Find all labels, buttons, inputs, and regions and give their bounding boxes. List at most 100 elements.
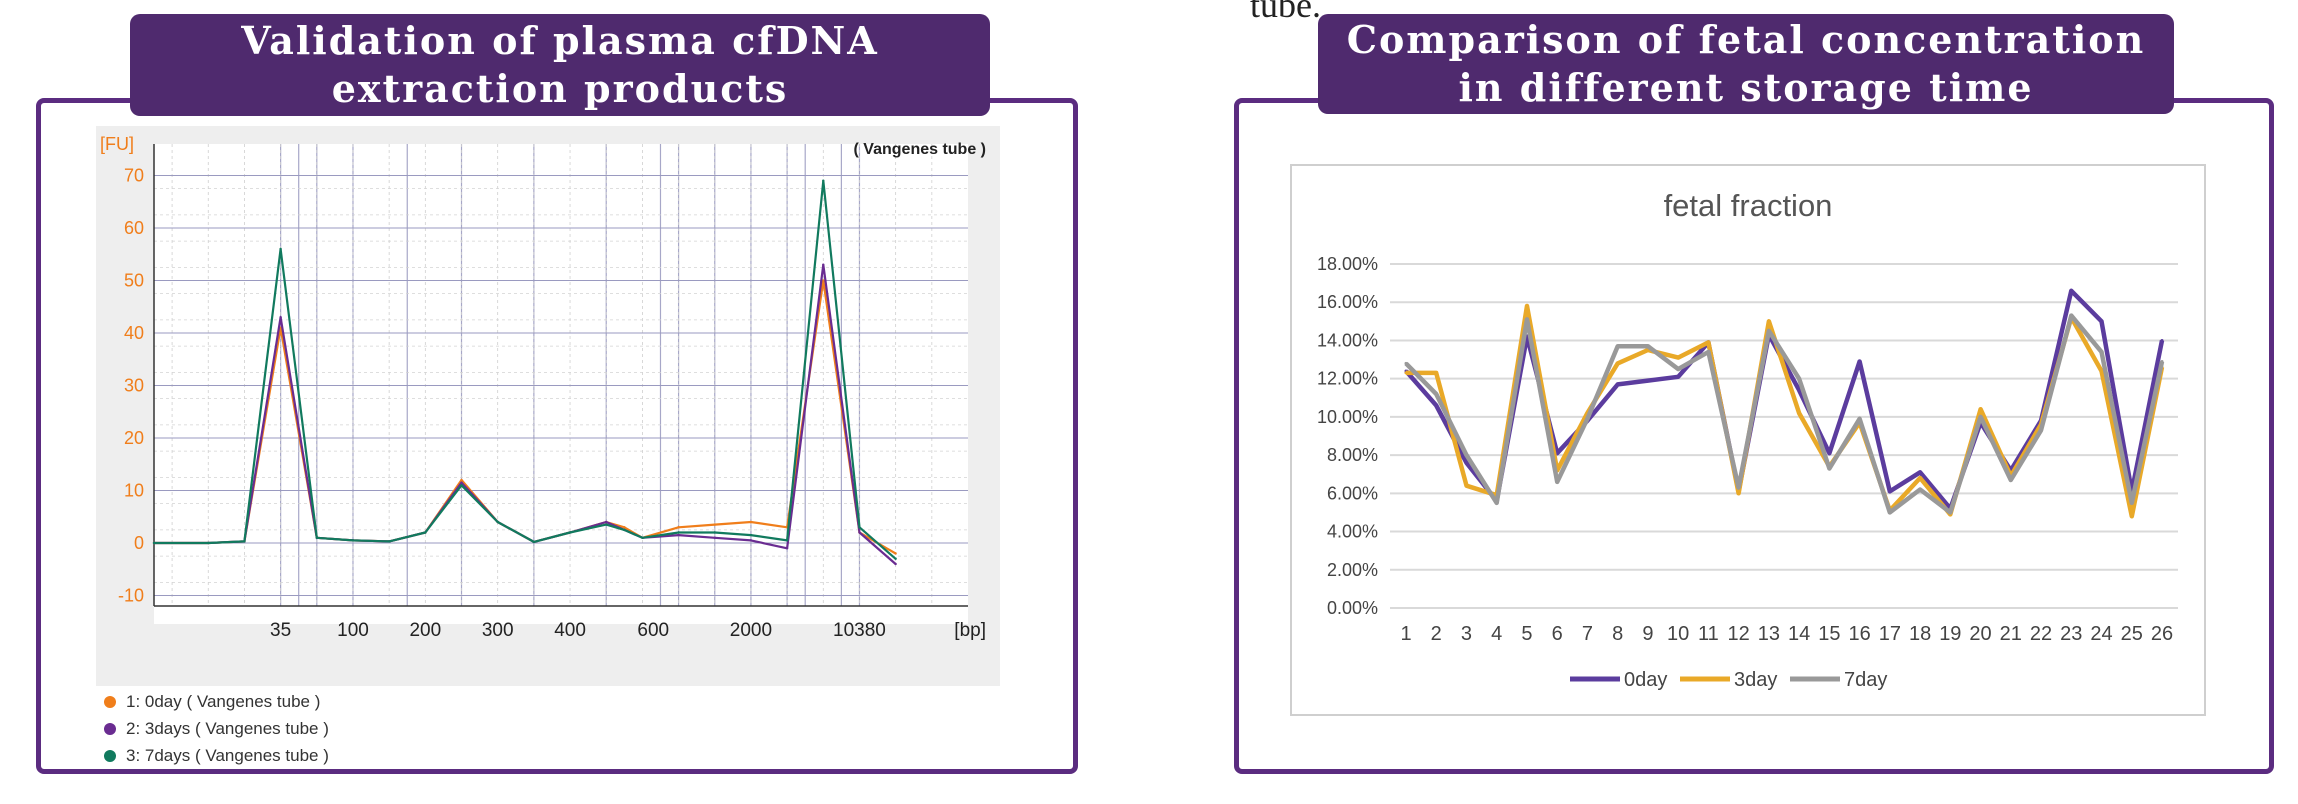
fu-data-point: [496, 520, 499, 524]
ff-data-point: [1858, 417, 1862, 421]
ff-x-tick-label: 23: [2060, 623, 2082, 645]
fu-data-point: [749, 520, 753, 524]
ff-y-tick-label: 0.00%: [1327, 598, 1378, 618]
legend-dot-icon: [104, 750, 116, 762]
ff-y-tick-label: 16.00%: [1317, 292, 1378, 312]
fu-data-point: [641, 536, 644, 539]
cfdna-panel-title: Validation of plasma cfDNA extraction pr…: [130, 14, 990, 116]
ff-data-point: [1706, 350, 1710, 354]
ff-y-tick-label: 14.00%: [1317, 330, 1378, 350]
ff-x-tick-label: 9: [1642, 623, 1653, 645]
fu-data-point: [424, 531, 427, 534]
fu-data-point: [785, 547, 789, 550]
ff-x-tick-label: 6: [1552, 623, 1563, 645]
ff-data-point: [1797, 377, 1801, 381]
ff-series-line-7day: [1404, 313, 2165, 515]
fu-x-tick-label: 100: [337, 620, 369, 641]
cfdna-title-line2: extraction products: [331, 66, 789, 111]
fu-y-tick-label: 70: [124, 166, 144, 186]
fu-x-tick-label: 2000: [730, 620, 772, 641]
ff-y-tick-label: 12.00%: [1317, 369, 1378, 389]
fu-data-point: [677, 531, 680, 534]
ff-data-point: [1948, 510, 1952, 514]
ff-x-tick-label: 19: [1939, 623, 1961, 645]
ff-data-point: [1737, 491, 1741, 495]
fu-data-point: [605, 523, 608, 526]
ff-data-point: [1797, 388, 1801, 392]
legend-item-3: 3: 7days ( Vangenes tube ): [104, 746, 329, 766]
ff-y-tick-label: 8.00%: [1327, 445, 1378, 465]
fu-data-point: [749, 539, 753, 542]
fu-x-tick-label: 600: [637, 620, 669, 641]
ff-x-tick-label: 14: [1788, 623, 1810, 645]
fu-data-point: [387, 540, 391, 543]
ff-x-tick-label: 12: [1728, 623, 1750, 645]
ff-data-point: [1464, 453, 1468, 457]
fu-data-point: [858, 526, 861, 529]
fetal-title-line2: in different storage time: [1458, 65, 2034, 110]
ff-data-point: [1646, 379, 1650, 383]
ff-data-point: [1979, 407, 1983, 411]
fu-y-tick-label: 50: [124, 271, 144, 291]
ff-data-point: [1918, 476, 1922, 480]
ff-data-point: [2160, 338, 2164, 342]
legend-label: 2: 3days ( Vangenes tube ): [126, 719, 329, 738]
electropherogram-plot-area: [154, 144, 968, 624]
ff-x-tick-label: 11: [1698, 623, 1719, 645]
ff-data-point: [1918, 470, 1922, 474]
legend-label: 3: 7days ( Vangenes tube ): [126, 746, 329, 765]
ff-data-point: [1434, 403, 1438, 407]
legend-dot-icon: [104, 723, 116, 735]
ff-data-point: [1797, 411, 1801, 415]
ff-x-tick-label: 3: [1461, 623, 1472, 645]
fu-data-point: [460, 478, 463, 482]
fu-y-tick-label: 30: [124, 376, 144, 396]
fu-data-point: [243, 540, 246, 543]
fu-y-axis-label: [FU]: [100, 134, 134, 154]
fu-x-tick-label: 300: [482, 620, 514, 641]
ff-x-tick-label: 4: [1491, 623, 1502, 645]
fu-y-tick-label: 40: [124, 323, 144, 343]
fu-data-point: [532, 540, 536, 544]
ff-data-point: [1858, 359, 1862, 363]
ff-data-point: [2100, 350, 2104, 354]
fu-data-point: [568, 531, 572, 534]
ff-data-point: [1404, 371, 1408, 375]
ff-data-point: [2130, 514, 2134, 518]
legend-label: 1: 0day ( Vangenes tube ): [126, 692, 321, 711]
ff-data-point: [2009, 478, 2013, 482]
fu-y-tick-label: 20: [124, 428, 144, 448]
ff-data-point: [1616, 382, 1620, 386]
fu-data-point: [315, 536, 318, 539]
fu-data-point: [623, 528, 626, 532]
fu-series-line-3: [154, 179, 897, 560]
ff-legend-label: 7day: [1844, 669, 1887, 691]
ff-data-point: [1585, 417, 1589, 421]
ff-data-point: [1616, 361, 1620, 365]
ff-y-tick-label: 18.00%: [1317, 254, 1378, 274]
ff-data-point: [1464, 461, 1468, 465]
ff-x-tick-label: 1: [1400, 623, 1411, 645]
stray-text-fragment: tube.: [1250, 0, 1321, 25]
fu-x-tick-label: 200: [409, 620, 441, 641]
fu-y-tick-label: 60: [124, 218, 144, 238]
cfdna-title-line1: Validation of plasma cfDNA: [241, 18, 879, 63]
ff-data-point: [1616, 344, 1620, 348]
fu-data-point: [713, 531, 716, 534]
ff-x-tick-label: 5: [1521, 623, 1532, 645]
fu-data-point: [279, 316, 282, 319]
legend-item-2: 2: 3days ( Vangenes tube ): [104, 719, 329, 739]
ff-data-point: [1827, 466, 1831, 470]
ff-data-point: [1525, 317, 1529, 321]
fu-x-tick-label: 10380: [833, 620, 886, 641]
ff-data-point: [1404, 361, 1408, 365]
ff-x-tick-label: 22: [2030, 623, 2052, 645]
ff-data-point: [2039, 428, 2043, 432]
ff-y-tick-label: 10.00%: [1317, 407, 1378, 427]
fu-data-point: [894, 557, 897, 560]
ff-x-tick-label: 21: [2000, 623, 2022, 645]
ff-data-point: [2069, 289, 2073, 293]
ff-data-point: [1918, 488, 1922, 492]
ff-data-point: [1676, 375, 1680, 379]
ff-data-point: [1525, 304, 1529, 308]
